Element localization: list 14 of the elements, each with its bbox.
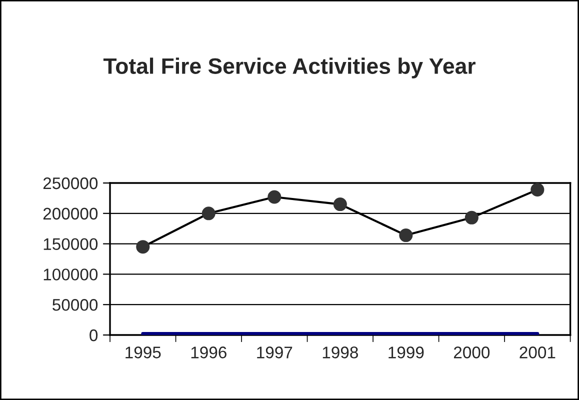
y-tick-label: 0 — [90, 329, 98, 342]
y-tick-label: 100000 — [44, 268, 98, 280]
x-tick-label: 2001 — [520, 346, 556, 358]
x-tick-label: 1996 — [191, 346, 226, 358]
y-tick-label: 150000 — [44, 238, 98, 250]
x-tick-label: 1999 — [388, 346, 424, 358]
y-tick-label: 50000 — [52, 299, 98, 311]
y-tick-label: 250000 — [43, 177, 98, 190]
x-tick-label: 1995 — [126, 346, 161, 358]
x-tick-label: 1998 — [322, 346, 358, 358]
x-tick-label: 1997 — [257, 346, 292, 358]
chart-title: Total Fire Service Activities by Year — [103, 58, 476, 78]
x-tick-label: 2000 — [454, 346, 490, 358]
y-tick-label: 200000 — [43, 208, 98, 220]
